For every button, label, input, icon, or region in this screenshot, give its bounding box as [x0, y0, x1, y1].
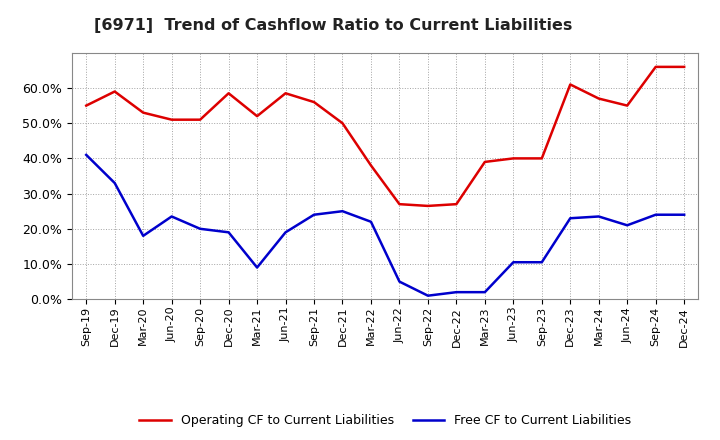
Free CF to Current Liabilities: [82, 152, 91, 158]
Operating CF to Current Liabilities: [623, 103, 631, 108]
Free CF to Current Liabilities: [167, 214, 176, 219]
Text: [6971]  Trend of Cashflow Ratio to Current Liabilities: [6971] Trend of Cashflow Ratio to Curren…: [94, 18, 572, 33]
Operating CF to Current Liabilities: [82, 103, 91, 108]
Free CF to Current Liabilities: [623, 223, 631, 228]
Free CF to Current Liabilities: [310, 212, 318, 217]
Free CF to Current Liabilities: [537, 260, 546, 265]
Operating CF to Current Liabilities: [566, 82, 575, 87]
Operating CF to Current Liabilities: [595, 96, 603, 101]
Free CF to Current Liabilities: [480, 290, 489, 295]
Operating CF to Current Liabilities: [139, 110, 148, 115]
Free CF to Current Liabilities: [595, 214, 603, 219]
Operating CF to Current Liabilities: [167, 117, 176, 122]
Free CF to Current Liabilities: [680, 212, 688, 217]
Operating CF to Current Liabilities: [423, 203, 432, 209]
Operating CF to Current Liabilities: [395, 202, 404, 207]
Free CF to Current Liabilities: [110, 180, 119, 186]
Operating CF to Current Liabilities: [253, 114, 261, 119]
Free CF to Current Liabilities: [253, 265, 261, 270]
Free CF to Current Liabilities: [139, 233, 148, 238]
Free CF to Current Liabilities: [366, 219, 375, 224]
Legend: Operating CF to Current Liabilities, Free CF to Current Liabilities: Operating CF to Current Liabilities, Fre…: [135, 409, 636, 432]
Free CF to Current Liabilities: [338, 209, 347, 214]
Free CF to Current Liabilities: [196, 226, 204, 231]
Operating CF to Current Liabilities: [338, 121, 347, 126]
Operating CF to Current Liabilities: [452, 202, 461, 207]
Free CF to Current Liabilities: [282, 230, 290, 235]
Operating CF to Current Liabilities: [196, 117, 204, 122]
Free CF to Current Liabilities: [652, 212, 660, 217]
Free CF to Current Liabilities: [225, 230, 233, 235]
Free CF to Current Liabilities: [452, 290, 461, 295]
Free CF to Current Liabilities: [423, 293, 432, 298]
Operating CF to Current Liabilities: [366, 163, 375, 168]
Operating CF to Current Liabilities: [537, 156, 546, 161]
Operating CF to Current Liabilities: [282, 91, 290, 96]
Operating CF to Current Liabilities: [652, 64, 660, 70]
Operating CF to Current Liabilities: [225, 91, 233, 96]
Free CF to Current Liabilities: [395, 279, 404, 284]
Operating CF to Current Liabilities: [680, 64, 688, 70]
Free CF to Current Liabilities: [509, 260, 518, 265]
Line: Operating CF to Current Liabilities: Operating CF to Current Liabilities: [86, 67, 684, 206]
Line: Free CF to Current Liabilities: Free CF to Current Liabilities: [86, 155, 684, 296]
Operating CF to Current Liabilities: [110, 89, 119, 94]
Operating CF to Current Liabilities: [310, 99, 318, 105]
Operating CF to Current Liabilities: [509, 156, 518, 161]
Operating CF to Current Liabilities: [480, 159, 489, 165]
Free CF to Current Liabilities: [566, 216, 575, 221]
